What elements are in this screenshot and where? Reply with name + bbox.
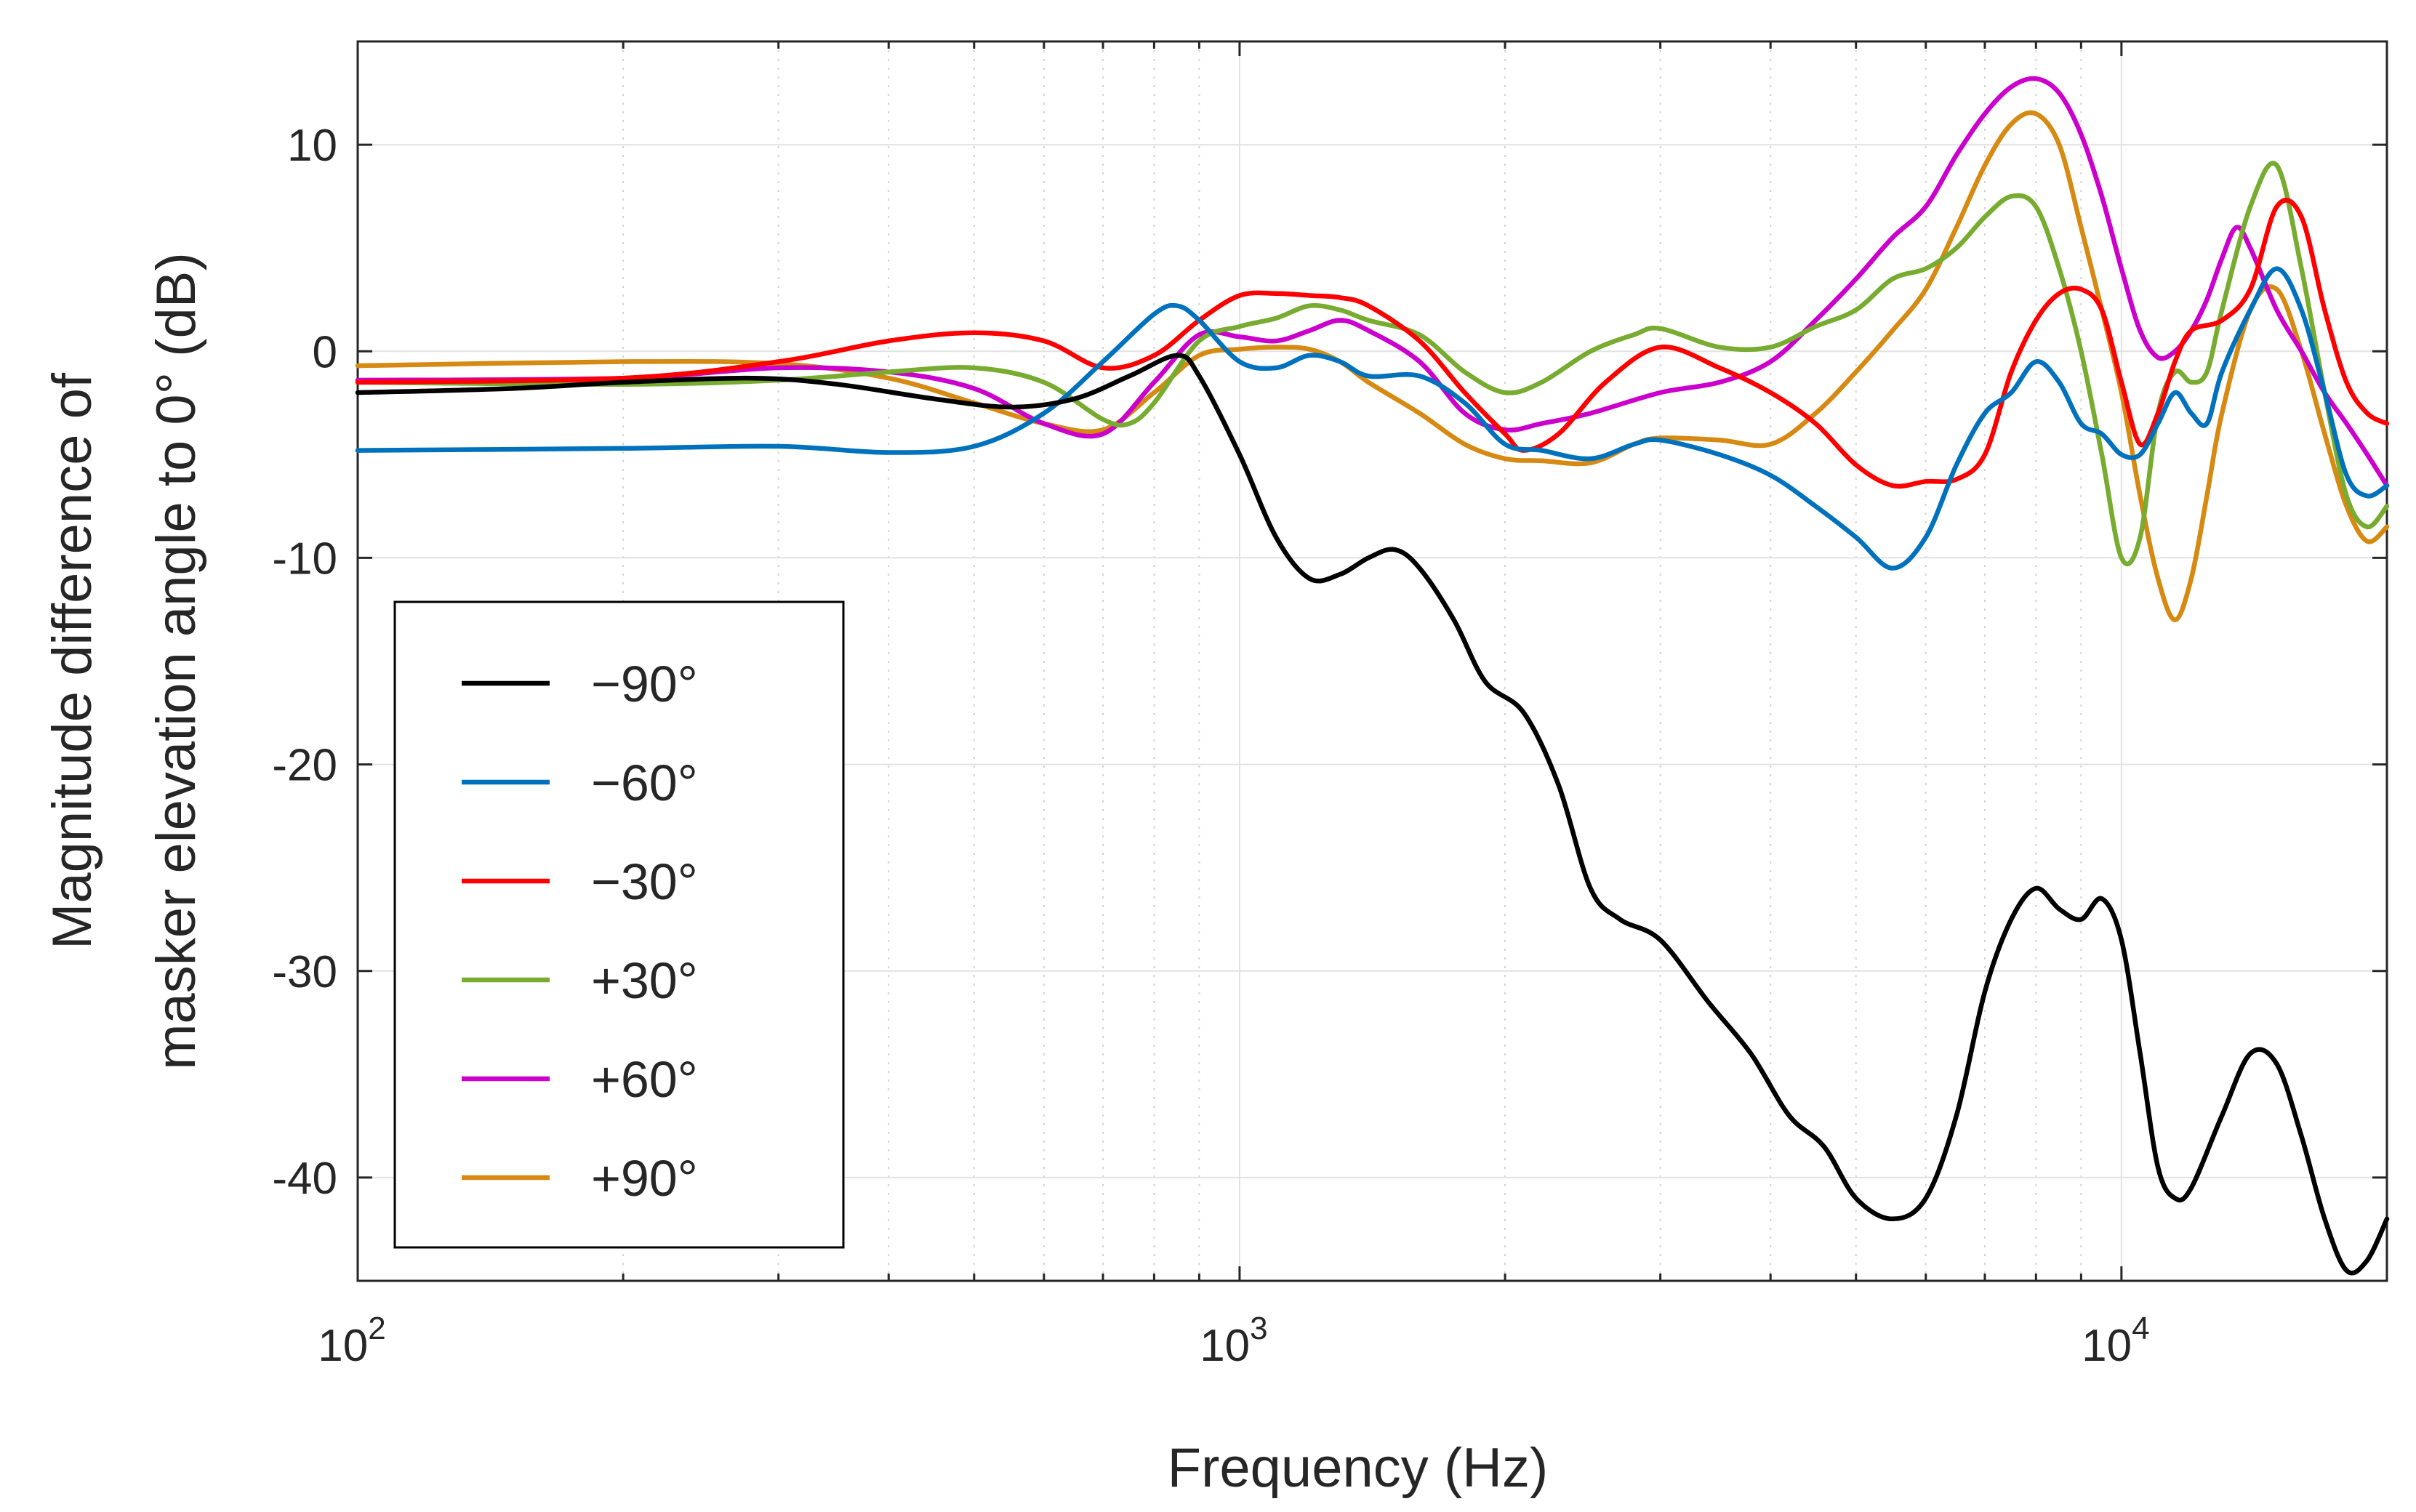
x-axis-title: Frequency (Hz) [1168,1437,1549,1499]
plot-frame [356,40,2388,1282]
legend-label-2: −60° [591,755,698,811]
legend-label-6: +90° [591,1150,698,1207]
legend-label-5: +60° [591,1051,698,1108]
y-tick-label: -30 [272,947,337,997]
legend-label-1: −90° [591,656,698,712]
x-tick-labels: 102 103 104 [318,1311,2149,1371]
x-tick-label: 103 [1200,1311,1267,1371]
legend: −90° −60° −30° +30° +60° +90° [393,600,845,1249]
axis-ticks [356,41,2388,1281]
y-tick-label: -10 [272,534,337,584]
y-tick-label: 10 [287,121,337,171]
series-line-5 [355,76,2390,488]
legend-box [393,600,845,1249]
y-tick-label: -40 [272,1154,337,1204]
series-line-3 [355,198,2390,489]
y-axis-title-line-1: Magnitude difference of [41,372,103,949]
x-tick-label: 102 [318,1311,385,1371]
series-line-6 [355,110,2390,622]
series-lines [355,76,2390,1276]
y-tick-label: 0 [313,327,337,377]
series-line-2 [355,266,2390,571]
y-tick-labels: 10 0 -10 -20 -30 -40 [272,121,337,1204]
y-axis-title-line-2: masker elevation angle to 0° (dB) [145,252,207,1070]
legend-label-4: +30° [591,952,698,1009]
series-line-1 [355,353,2390,1276]
y-tick-label: -20 [272,741,337,791]
legend-label-3: −30° [591,853,698,910]
x-tick-label: 104 [2082,1311,2149,1371]
